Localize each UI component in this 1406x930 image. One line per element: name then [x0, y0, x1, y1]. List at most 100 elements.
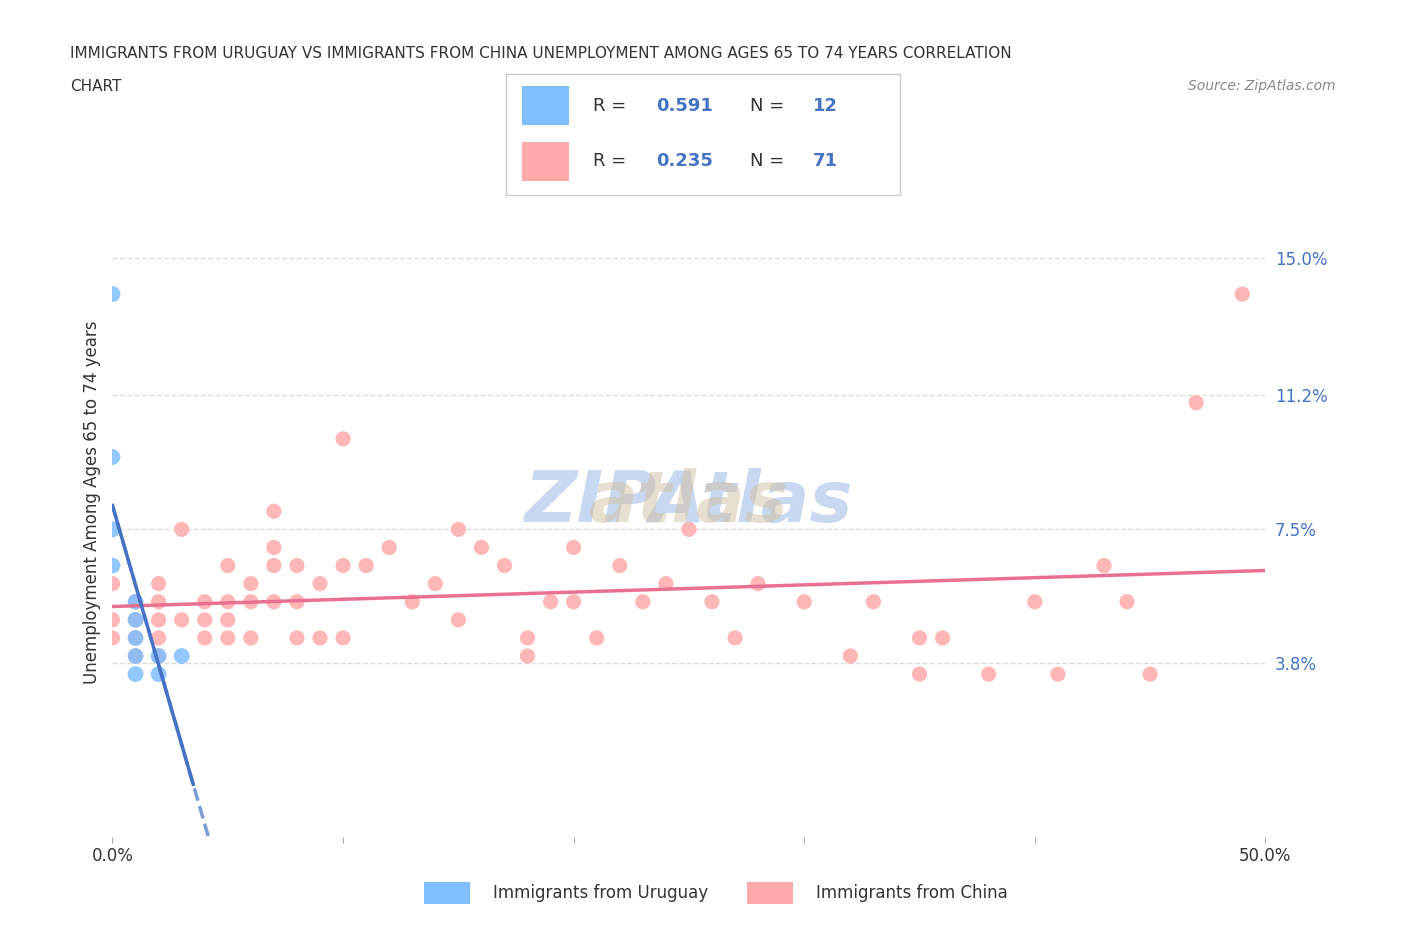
- Point: [631, 594, 654, 609]
- Point: [1185, 395, 1208, 410]
- Point: [101, 558, 124, 573]
- Point: [124, 594, 146, 609]
- Point: [862, 594, 884, 609]
- Point: [1139, 667, 1161, 682]
- FancyBboxPatch shape: [522, 86, 569, 126]
- Point: [401, 594, 423, 609]
- Point: [1046, 667, 1069, 682]
- Point: [124, 667, 146, 682]
- Point: [655, 577, 678, 591]
- Text: Immigrants from Uruguay: Immigrants from Uruguay: [494, 884, 709, 902]
- Point: [239, 577, 262, 591]
- Point: [354, 558, 377, 573]
- Point: [332, 558, 354, 573]
- Point: [332, 631, 354, 645]
- Point: [170, 522, 193, 537]
- Text: R =: R =: [593, 153, 631, 170]
- Point: [285, 594, 308, 609]
- Text: 0.235: 0.235: [655, 153, 713, 170]
- Point: [148, 594, 170, 609]
- Point: [931, 631, 953, 645]
- Point: [470, 540, 492, 555]
- Point: [217, 612, 239, 627]
- Text: N =: N =: [751, 97, 790, 114]
- Point: [101, 449, 124, 464]
- Point: [839, 648, 862, 663]
- Point: [908, 631, 931, 645]
- Point: [562, 594, 585, 609]
- Point: [194, 612, 217, 627]
- Point: [170, 648, 193, 663]
- Point: [747, 577, 769, 591]
- Text: IMMIGRANTS FROM URUGUAY VS IMMIGRANTS FROM CHINA UNEMPLOYMENT AMONG AGES 65 TO 7: IMMIGRANTS FROM URUGUAY VS IMMIGRANTS FR…: [70, 46, 1012, 61]
- Point: [516, 648, 538, 663]
- Point: [285, 631, 308, 645]
- Point: [285, 558, 308, 573]
- Point: [977, 667, 1000, 682]
- Point: [700, 594, 723, 609]
- Point: [793, 594, 815, 609]
- Point: [148, 612, 170, 627]
- Point: [425, 577, 447, 591]
- Point: [101, 577, 124, 591]
- FancyBboxPatch shape: [747, 882, 793, 904]
- Text: N =: N =: [751, 153, 790, 170]
- Point: [217, 631, 239, 645]
- Point: [124, 648, 146, 663]
- Text: atlas: atlas: [589, 468, 789, 537]
- Point: [263, 594, 285, 609]
- FancyBboxPatch shape: [423, 882, 470, 904]
- Point: [378, 540, 401, 555]
- Point: [239, 594, 262, 609]
- Point: [101, 631, 124, 645]
- Y-axis label: Unemployment Among Ages 65 to 74 years: Unemployment Among Ages 65 to 74 years: [83, 321, 101, 684]
- Point: [148, 577, 170, 591]
- Point: [540, 594, 562, 609]
- Point: [516, 631, 538, 645]
- Point: [447, 522, 470, 537]
- Point: [562, 540, 585, 555]
- Point: [1116, 594, 1139, 609]
- Point: [585, 631, 607, 645]
- Point: [263, 540, 285, 555]
- Text: ZIPAtlas: ZIPAtlas: [524, 468, 853, 537]
- Point: [194, 594, 217, 609]
- Point: [217, 594, 239, 609]
- Point: [263, 504, 285, 519]
- Point: [148, 631, 170, 645]
- Point: [101, 612, 124, 627]
- Point: [309, 577, 332, 591]
- Text: CHART: CHART: [70, 79, 122, 94]
- Point: [1092, 558, 1115, 573]
- Point: [101, 522, 124, 537]
- Point: [194, 631, 217, 645]
- Point: [908, 667, 931, 682]
- Text: Immigrants from China: Immigrants from China: [815, 884, 1008, 902]
- FancyBboxPatch shape: [522, 142, 569, 180]
- Point: [1232, 286, 1254, 301]
- Point: [148, 667, 170, 682]
- Text: 0.591: 0.591: [655, 97, 713, 114]
- Point: [101, 286, 124, 301]
- Point: [609, 558, 631, 573]
- Point: [263, 558, 285, 573]
- Point: [124, 631, 146, 645]
- Text: 12: 12: [813, 97, 838, 114]
- Point: [170, 612, 193, 627]
- Text: R =: R =: [593, 97, 631, 114]
- Point: [124, 612, 146, 627]
- Point: [309, 631, 332, 645]
- Text: 71: 71: [813, 153, 838, 170]
- Point: [332, 432, 354, 446]
- Point: [148, 648, 170, 663]
- Point: [217, 558, 239, 573]
- Point: [124, 648, 146, 663]
- Point: [724, 631, 747, 645]
- Text: Source: ZipAtlas.com: Source: ZipAtlas.com: [1188, 79, 1336, 93]
- Point: [1024, 594, 1046, 609]
- Point: [494, 558, 516, 573]
- Point: [148, 648, 170, 663]
- Point: [239, 631, 262, 645]
- Point: [124, 612, 146, 627]
- Point: [678, 522, 700, 537]
